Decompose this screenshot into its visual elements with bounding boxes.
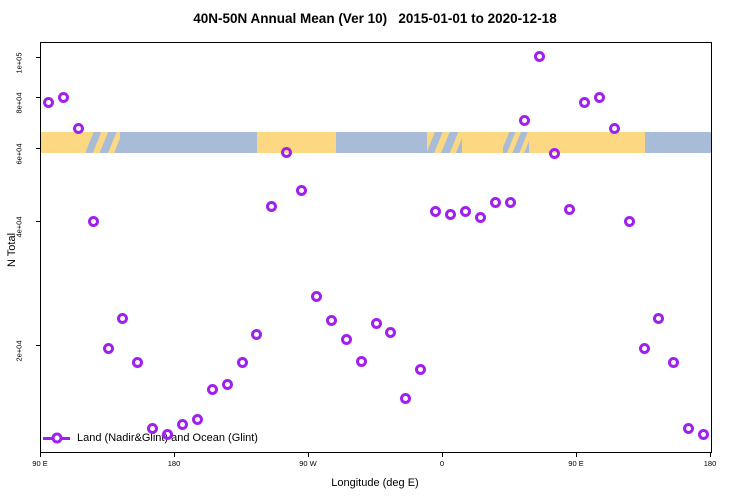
data-point xyxy=(251,329,263,341)
data-point xyxy=(415,364,427,376)
band-segment-land xyxy=(41,131,86,153)
x-tick xyxy=(308,453,309,457)
data-point xyxy=(593,92,605,104)
chart-title: 40N-50N Annual Mean (Ver 10) 2015-01-01 … xyxy=(193,11,557,26)
data-point xyxy=(87,216,99,228)
data-point xyxy=(266,200,278,212)
data-point xyxy=(132,357,144,369)
y-tick xyxy=(36,345,40,346)
x-tick-label: 180 xyxy=(703,459,717,468)
data-point xyxy=(578,96,590,108)
data-point xyxy=(638,343,650,355)
x-axis-title: Longitude (deg E) xyxy=(331,477,419,489)
data-point xyxy=(355,356,367,368)
data-point xyxy=(430,205,442,217)
data-point xyxy=(489,197,501,209)
data-point xyxy=(117,313,129,325)
band-segment-ocean xyxy=(119,131,257,153)
x-tick-label: 90 W xyxy=(299,459,317,468)
data-point xyxy=(534,50,546,62)
data-point xyxy=(564,203,576,215)
x-tick-label: 180 xyxy=(167,459,181,468)
x-tick-label: 90 E xyxy=(568,459,584,468)
data-point xyxy=(474,212,486,224)
x-tick-label: 0 xyxy=(439,459,445,468)
data-point xyxy=(668,357,680,369)
data-point xyxy=(42,96,54,108)
legend-marker xyxy=(43,432,70,444)
data-point xyxy=(683,423,695,435)
data-point xyxy=(370,317,382,329)
band-segment-land xyxy=(256,131,336,153)
data-point xyxy=(459,206,471,218)
x-tick xyxy=(174,453,175,457)
band-segment-land xyxy=(529,131,646,153)
data-point xyxy=(162,428,174,440)
data-point xyxy=(176,418,188,430)
data-point xyxy=(400,393,412,405)
x-tick xyxy=(710,453,711,457)
x-tick xyxy=(576,453,577,457)
data-point xyxy=(206,383,218,395)
data-point xyxy=(340,334,352,346)
band-segment-mixed xyxy=(426,131,463,153)
band-segment-mixed xyxy=(502,131,530,153)
data-point xyxy=(385,326,397,338)
band-segment-ocean xyxy=(335,131,427,153)
y-tick xyxy=(36,220,40,222)
y-tick xyxy=(36,57,40,58)
data-point xyxy=(698,428,710,440)
y-tick xyxy=(36,148,40,150)
open-circle-icon xyxy=(51,432,62,444)
data-point xyxy=(623,216,635,228)
data-point xyxy=(653,313,665,325)
x-tick-label: 90 E xyxy=(32,459,48,468)
data-point xyxy=(281,146,293,158)
band-segment-ocean xyxy=(645,131,711,153)
data-point xyxy=(549,147,561,159)
data-point xyxy=(102,343,114,355)
x-tick xyxy=(40,453,41,457)
data-point xyxy=(57,92,69,104)
data-point xyxy=(191,413,203,425)
data-point xyxy=(310,290,322,302)
data-point xyxy=(444,209,456,221)
data-point xyxy=(504,196,516,208)
data-point xyxy=(296,184,308,196)
data-point xyxy=(519,114,531,126)
plot-area: Land (Nadir&Glint) and Ocean (Glint) xyxy=(40,42,712,453)
data-point xyxy=(72,122,84,134)
y-tick xyxy=(36,96,40,98)
data-point xyxy=(325,315,337,327)
band-segment-mixed xyxy=(85,131,120,153)
data-point xyxy=(221,379,233,391)
band-segment-land xyxy=(462,131,503,153)
x-tick xyxy=(442,453,443,457)
data-point xyxy=(147,423,159,435)
data-point xyxy=(608,122,620,134)
data-point xyxy=(236,357,248,369)
